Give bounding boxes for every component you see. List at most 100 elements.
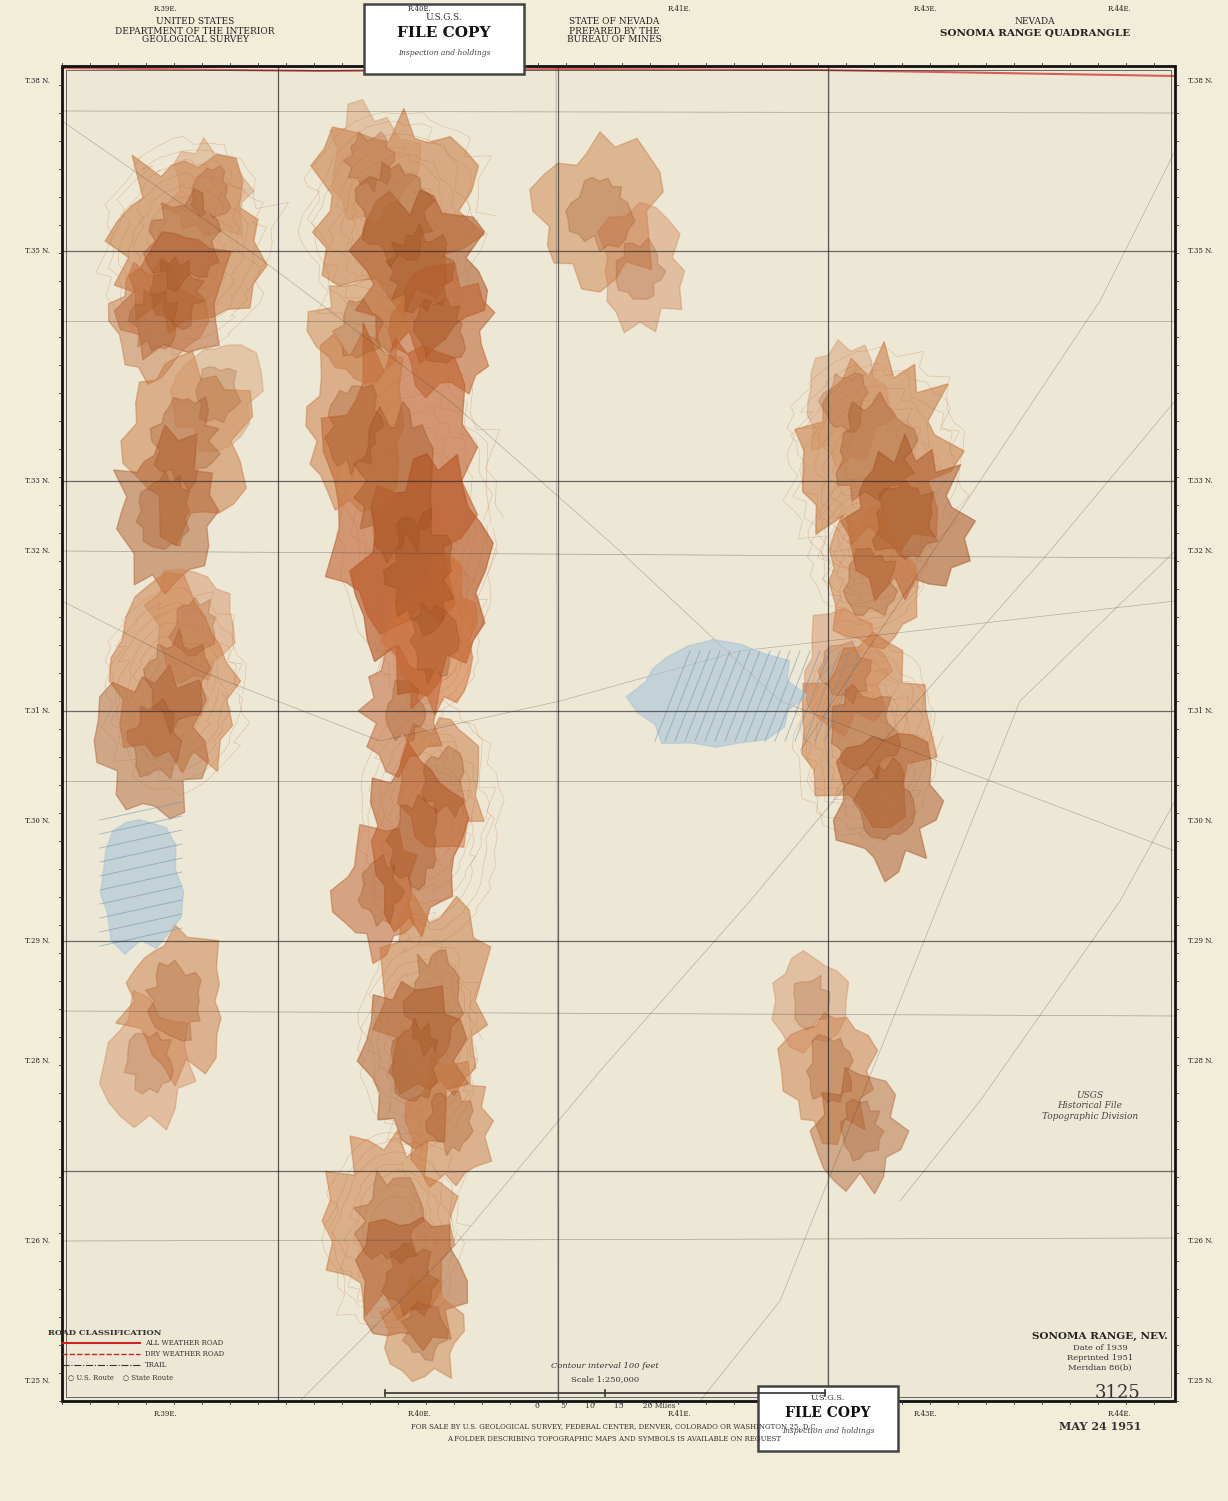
Text: 3125: 3125 <box>1095 1384 1141 1402</box>
Text: R.39E.: R.39E. <box>154 5 177 14</box>
Polygon shape <box>793 976 830 1030</box>
Text: T.29 N.: T.29 N. <box>1187 937 1213 946</box>
Polygon shape <box>403 950 463 1060</box>
Polygon shape <box>144 189 221 291</box>
Text: T.35 N.: T.35 N. <box>25 248 50 255</box>
Bar <box>66 71 1172 1397</box>
Text: TRAIL: TRAIL <box>145 1361 167 1369</box>
Polygon shape <box>386 224 454 312</box>
Polygon shape <box>840 434 975 600</box>
Bar <box>61 66 1175 1400</box>
Polygon shape <box>311 108 485 317</box>
Polygon shape <box>386 680 426 741</box>
Text: T.33 N.: T.33 N. <box>1187 477 1213 485</box>
Text: Inspection and holdings: Inspection and holdings <box>782 1427 874 1435</box>
FancyBboxPatch shape <box>758 1385 898 1450</box>
Text: R.44E.: R.44E. <box>1108 1409 1132 1418</box>
Polygon shape <box>109 572 241 773</box>
Polygon shape <box>136 470 189 549</box>
Text: NEVADA: NEVADA <box>1014 18 1055 27</box>
Polygon shape <box>129 290 178 351</box>
Text: STATE OF NEVADA: STATE OF NEVADA <box>569 18 659 27</box>
Polygon shape <box>354 401 433 563</box>
Text: UNITED STATES: UNITED STATES <box>156 18 235 27</box>
Text: USGS
Historical File
Topographic Division: USGS Historical File Topographic Divisio… <box>1041 1091 1138 1121</box>
Polygon shape <box>322 323 478 635</box>
Text: T.38 N.: T.38 N. <box>1187 77 1213 86</box>
Text: T.29 N.: T.29 N. <box>25 937 50 946</box>
Polygon shape <box>357 982 469 1148</box>
Polygon shape <box>853 758 915 839</box>
Polygon shape <box>795 342 964 551</box>
Polygon shape <box>388 263 495 398</box>
Polygon shape <box>807 1034 853 1102</box>
Polygon shape <box>616 239 666 299</box>
Text: SONOMA RANGE, NEV.: SONOMA RANGE, NEV. <box>1032 1331 1168 1340</box>
Text: FILE COPY: FILE COPY <box>785 1406 871 1420</box>
Text: T.25 N.: T.25 N. <box>1187 1376 1213 1385</box>
Text: R.41E.: R.41E. <box>668 5 691 14</box>
Text: T.32 N.: T.32 N. <box>25 546 50 555</box>
Text: R.40E.: R.40E. <box>408 5 432 14</box>
Polygon shape <box>386 794 437 890</box>
Polygon shape <box>872 480 938 560</box>
Polygon shape <box>804 608 893 737</box>
Polygon shape <box>145 961 201 1042</box>
Polygon shape <box>388 1018 437 1102</box>
Polygon shape <box>810 1067 909 1193</box>
Polygon shape <box>421 746 465 817</box>
Polygon shape <box>122 351 253 545</box>
Polygon shape <box>379 1274 464 1381</box>
Polygon shape <box>382 1243 440 1316</box>
Polygon shape <box>150 257 206 330</box>
Polygon shape <box>343 132 394 192</box>
Polygon shape <box>566 177 635 251</box>
Text: PREPARED BY THE: PREPARED BY THE <box>569 27 659 36</box>
Polygon shape <box>350 453 494 696</box>
Polygon shape <box>106 155 266 335</box>
Polygon shape <box>402 1301 448 1361</box>
Text: T.30 N.: T.30 N. <box>25 817 50 826</box>
Polygon shape <box>359 854 405 926</box>
Polygon shape <box>101 820 183 955</box>
Polygon shape <box>598 203 684 333</box>
Polygon shape <box>383 509 454 636</box>
Polygon shape <box>529 132 663 293</box>
Polygon shape <box>349 191 488 363</box>
Text: R.43E.: R.43E. <box>914 1409 937 1418</box>
Polygon shape <box>95 665 209 818</box>
Text: T.38 N.: T.38 N. <box>25 77 50 86</box>
Polygon shape <box>831 684 901 779</box>
Text: T.28 N.: T.28 N. <box>1187 1057 1213 1066</box>
Polygon shape <box>405 1057 494 1187</box>
Polygon shape <box>829 504 919 648</box>
Text: R.41E.: R.41E. <box>668 1409 691 1418</box>
Polygon shape <box>410 602 459 684</box>
Bar <box>61 66 1175 1400</box>
Text: Scale 1:250,000: Scale 1:250,000 <box>571 1375 639 1382</box>
Text: BUREAU OF MINES: BUREAU OF MINES <box>566 36 662 45</box>
Polygon shape <box>113 425 219 594</box>
Polygon shape <box>114 231 231 360</box>
Polygon shape <box>398 717 484 847</box>
Polygon shape <box>355 162 435 267</box>
Text: T.28 N.: T.28 N. <box>25 1057 50 1066</box>
Polygon shape <box>626 639 807 747</box>
Polygon shape <box>124 1031 173 1094</box>
Polygon shape <box>128 698 182 779</box>
Text: T.33 N.: T.33 N. <box>25 477 50 485</box>
Polygon shape <box>834 734 943 881</box>
Polygon shape <box>414 299 465 363</box>
Polygon shape <box>841 1099 884 1162</box>
Polygon shape <box>836 392 917 501</box>
Text: GEOLOGICAL SURVEY: GEOLOGICAL SURVEY <box>141 36 248 45</box>
Polygon shape <box>356 1217 468 1351</box>
Polygon shape <box>818 641 871 704</box>
Text: FILE COPY: FILE COPY <box>397 26 491 41</box>
Polygon shape <box>371 743 469 937</box>
Polygon shape <box>807 339 894 470</box>
Text: T.31 N.: T.31 N. <box>25 707 50 714</box>
Text: ○ U.S. Route    ○ State Route: ○ U.S. Route ○ State Route <box>68 1373 173 1381</box>
Text: T.32 N.: T.32 N. <box>1187 546 1213 555</box>
Text: T.31 N.: T.31 N. <box>1187 707 1213 714</box>
